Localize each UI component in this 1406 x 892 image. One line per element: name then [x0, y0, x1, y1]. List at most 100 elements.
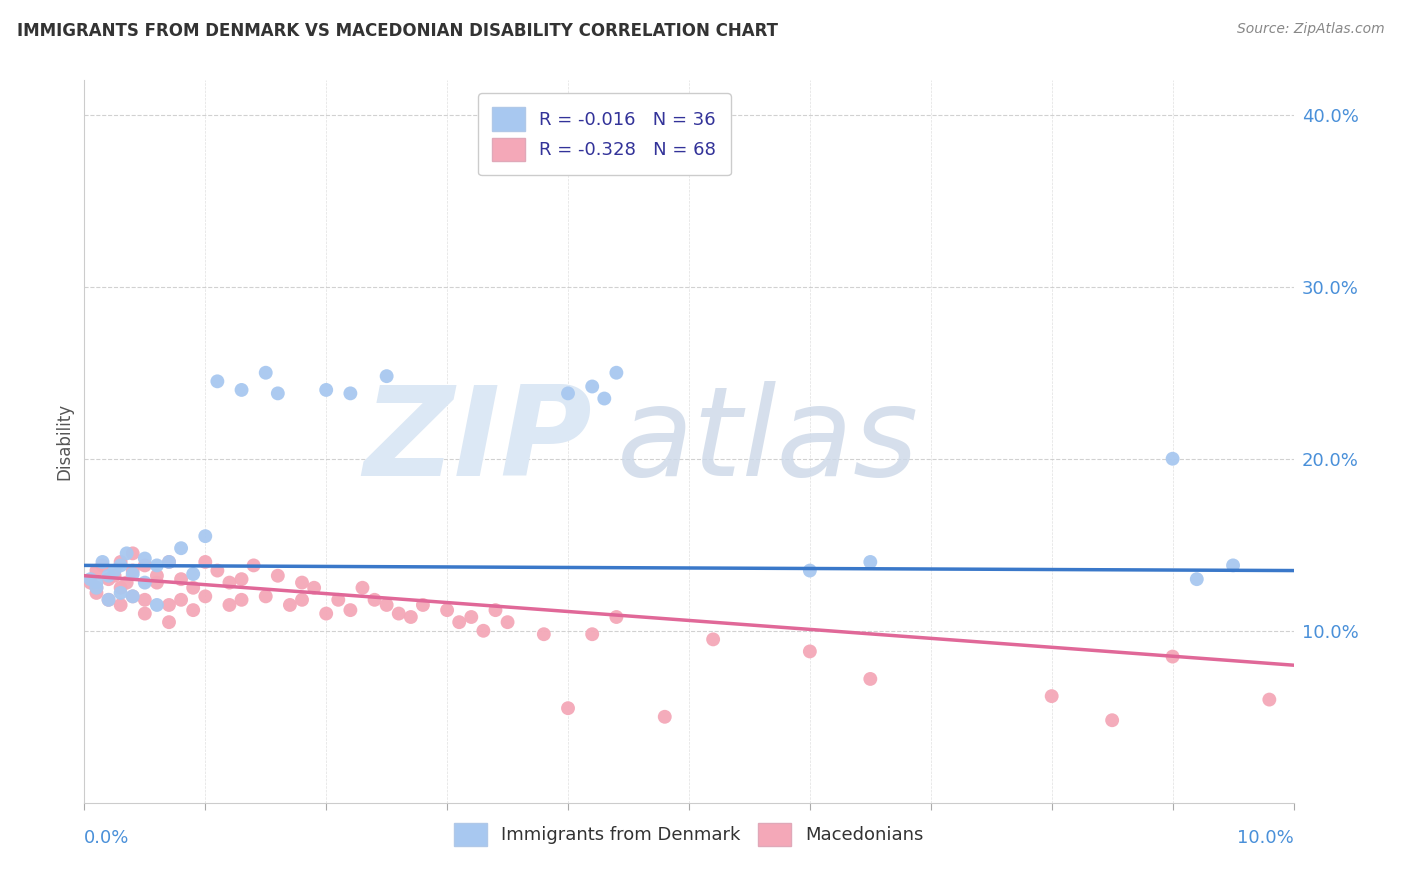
Point	[86, 564, 108, 578]
Point	[157, 615, 180, 630]
Point	[352, 581, 374, 595]
Point	[86, 586, 108, 600]
Point	[484, 603, 506, 617]
Point	[79, 572, 101, 586]
Point	[460, 610, 482, 624]
Point	[146, 575, 169, 590]
Point	[170, 541, 193, 556]
Point	[121, 590, 143, 604]
Point	[363, 592, 385, 607]
Point	[110, 598, 132, 612]
Point	[254, 366, 277, 380]
Point	[134, 592, 156, 607]
Point	[146, 598, 169, 612]
Point	[375, 598, 398, 612]
Point	[267, 568, 290, 582]
Point	[339, 386, 361, 401]
Point	[302, 581, 325, 595]
Point	[194, 529, 217, 543]
Point	[194, 555, 217, 569]
Point	[799, 564, 821, 578]
Point	[207, 375, 229, 389]
Point	[104, 568, 127, 582]
Point	[412, 598, 434, 612]
Point	[436, 603, 458, 617]
Point	[110, 586, 132, 600]
Point	[375, 369, 398, 384]
Point	[170, 572, 193, 586]
Point	[115, 575, 138, 590]
Point	[231, 383, 253, 397]
Point	[581, 379, 603, 393]
Point	[291, 575, 314, 590]
Point	[1101, 713, 1123, 727]
Point	[218, 598, 240, 612]
Point	[134, 607, 156, 621]
Point	[115, 546, 138, 560]
Point	[859, 672, 882, 686]
Point	[799, 644, 821, 658]
Point	[593, 392, 616, 406]
Point	[654, 710, 676, 724]
Point	[170, 592, 193, 607]
Point	[194, 590, 217, 604]
Point	[231, 572, 253, 586]
Point	[315, 383, 337, 397]
Point	[388, 607, 411, 621]
Legend: Immigrants from Denmark, Macedonians: Immigrants from Denmark, Macedonians	[446, 814, 932, 855]
Point	[121, 590, 143, 604]
Point	[605, 366, 627, 380]
Point	[702, 632, 724, 647]
Point	[291, 592, 314, 607]
Point	[110, 581, 132, 595]
Point	[399, 610, 422, 624]
Point	[146, 558, 169, 573]
Point	[1040, 689, 1063, 703]
Point	[533, 627, 555, 641]
Text: Source: ZipAtlas.com: Source: ZipAtlas.com	[1237, 22, 1385, 37]
Point	[207, 564, 229, 578]
Point	[859, 555, 882, 569]
Point	[267, 386, 290, 401]
Point	[231, 592, 253, 607]
Point	[181, 581, 204, 595]
Point	[557, 386, 579, 401]
Point	[328, 592, 350, 607]
Point	[86, 575, 108, 590]
Point	[91, 558, 114, 573]
Text: atlas: atlas	[616, 381, 918, 502]
Point	[557, 701, 579, 715]
Point	[1185, 572, 1208, 586]
Point	[97, 592, 120, 607]
Point	[97, 572, 120, 586]
Point	[104, 564, 127, 578]
Point	[97, 568, 120, 582]
Point	[581, 627, 603, 641]
Point	[1161, 649, 1184, 664]
Text: IMMIGRANTS FROM DENMARK VS MACEDONIAN DISABILITY CORRELATION CHART: IMMIGRANTS FROM DENMARK VS MACEDONIAN DI…	[17, 22, 778, 40]
Point	[181, 567, 204, 582]
Point	[110, 555, 132, 569]
Point	[134, 558, 156, 573]
Y-axis label: Disability: Disability	[55, 403, 73, 480]
Point	[339, 603, 361, 617]
Point	[449, 615, 471, 630]
Point	[1222, 558, 1244, 573]
Point	[121, 546, 143, 560]
Point	[110, 558, 132, 573]
Point	[254, 590, 277, 604]
Point	[315, 607, 337, 621]
Point	[472, 624, 495, 638]
Point	[86, 581, 108, 595]
Point	[218, 575, 240, 590]
Text: ZIP: ZIP	[364, 381, 592, 502]
Point	[181, 603, 204, 617]
Point	[157, 555, 180, 569]
Point	[86, 581, 108, 595]
Point	[1258, 692, 1281, 706]
Text: 0.0%: 0.0%	[84, 829, 129, 847]
Point	[1161, 451, 1184, 466]
Point	[605, 610, 627, 624]
Point	[146, 568, 169, 582]
Point	[242, 558, 264, 573]
